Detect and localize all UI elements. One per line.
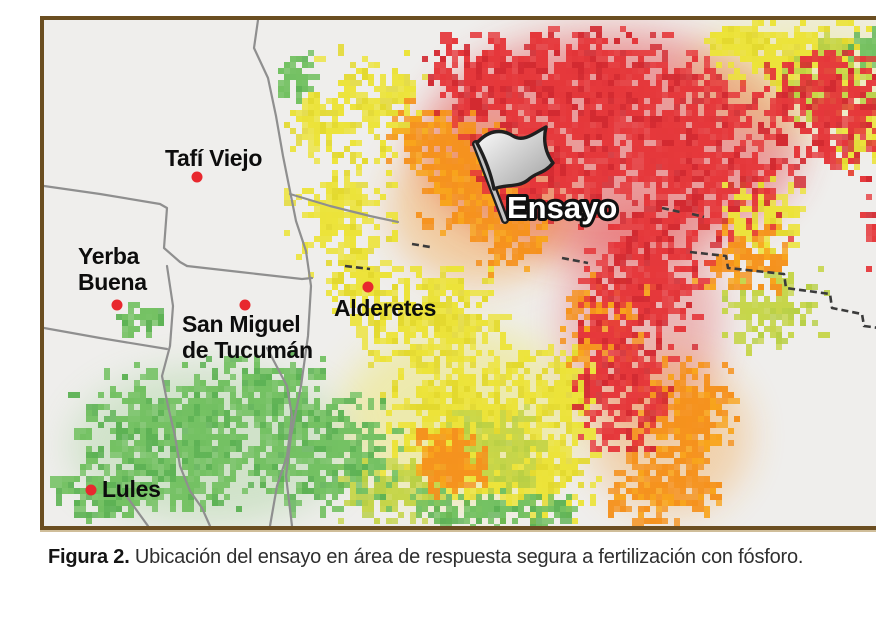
city-marker-dot <box>112 300 123 311</box>
city-label: Tafí Viejo <box>165 145 262 171</box>
city-label: Yerba <box>78 243 140 269</box>
caption-text: Ubicación del ensayo en área de respuest… <box>130 546 804 568</box>
caption-label: Figura 2. <box>48 546 130 568</box>
ensayo-label: Ensayo <box>507 190 617 225</box>
figure-caption: Figura 2. Ubicación del ensayo en área d… <box>40 530 876 571</box>
city-label: de Tucumán <box>182 337 313 363</box>
city-label: Buena <box>78 269 147 295</box>
city-label: San Miguel <box>182 311 300 337</box>
city-label: Lules <box>102 476 161 502</box>
city-marker-dot <box>86 485 97 496</box>
city-label: Alderetes <box>334 295 436 321</box>
city-marker-dot <box>240 300 251 311</box>
city-marker-dot <box>363 282 374 293</box>
city-marker-dot <box>192 172 203 183</box>
